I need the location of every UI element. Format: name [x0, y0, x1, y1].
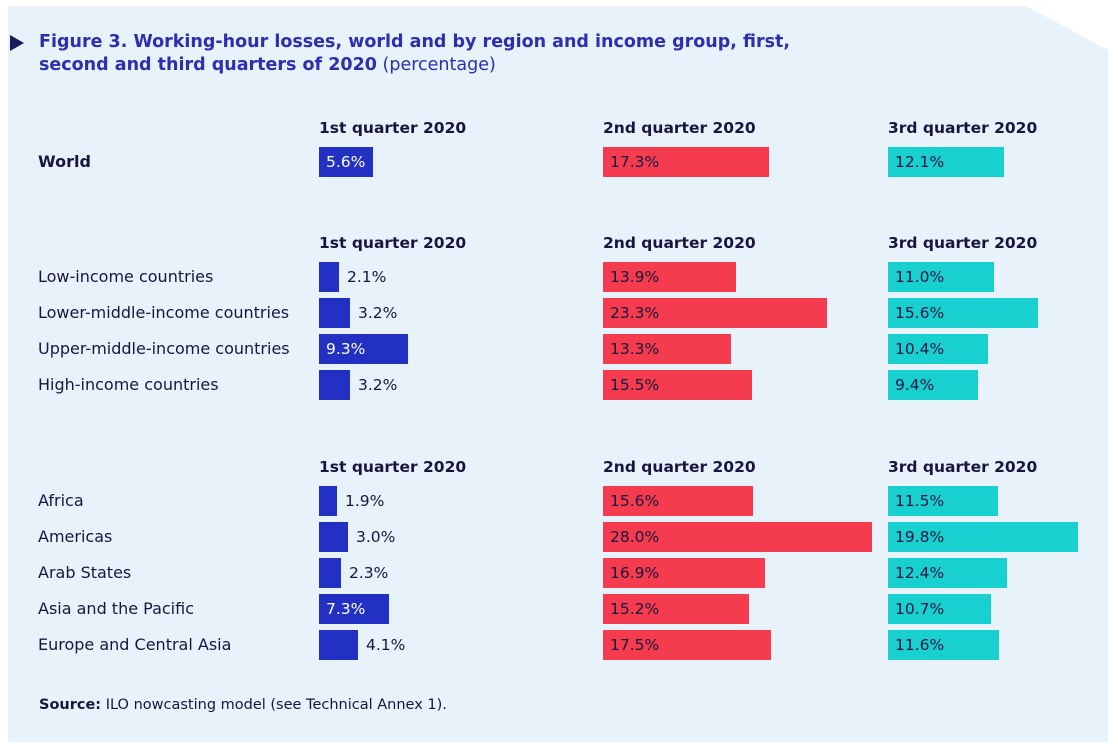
row-label: Asia and the Pacific: [38, 599, 194, 618]
value-label-q2: 17.5%: [610, 636, 660, 654]
row-label: Arab States: [38, 563, 132, 582]
figure-title-unit: (percentage): [382, 55, 496, 75]
value-label-q1: 3.0%: [356, 528, 396, 546]
figure-title-part-1: Figure 3. Working-hour losses, world and…: [39, 32, 791, 52]
bar-q3: [888, 334, 988, 364]
bar-q2: [603, 262, 736, 292]
value-label-q2: 16.9%: [610, 564, 660, 582]
row-label: Lower-middle-income countries: [38, 303, 290, 322]
value-label-q2: 15.2%: [610, 600, 660, 618]
series-header-2: 2nd quarter 2020: [603, 458, 756, 476]
value-label-q3: 12.1%: [895, 153, 945, 171]
row-label: Low-income countries: [38, 267, 214, 286]
row-label: Africa: [38, 491, 84, 510]
series-header-3: 3rd quarter 2020: [888, 458, 1038, 476]
value-label-q1: 3.2%: [358, 376, 398, 394]
series-header-3: 3rd quarter 2020: [888, 234, 1038, 252]
bar-q1: [319, 370, 350, 400]
value-label-q1: 2.1%: [347, 268, 387, 286]
figure-title-line-1: Figure 3. Working-hour losses, world and…: [39, 31, 790, 53]
value-label-q1: 9.3%: [326, 340, 366, 358]
bar-q2: [603, 558, 765, 588]
value-label-q3: 11.6%: [895, 636, 945, 654]
series-header-1: 1st quarter 2020: [319, 234, 467, 252]
bar-q2: [603, 298, 827, 328]
series-header-2: 2nd quarter 2020: [603, 234, 756, 252]
value-label-q3: 11.5%: [895, 492, 945, 510]
bar-q1: [319, 334, 408, 364]
row-label: Americas: [38, 527, 113, 546]
bar-q2: [603, 522, 872, 552]
value-label-q1: 3.2%: [358, 304, 398, 322]
bar-q1: [319, 298, 350, 328]
bar-q2: [603, 630, 771, 660]
value-label-q2: 15.6%: [610, 492, 660, 510]
source-label: Source:: [39, 697, 102, 713]
bar-q1: [319, 594, 389, 624]
row-label: World: [38, 152, 91, 171]
series-header-1: 1st quarter 2020: [319, 458, 467, 476]
value-label-q2: 15.5%: [610, 376, 660, 394]
bar-q3: [888, 630, 999, 660]
series-header-1: 1st quarter 2020: [319, 119, 467, 137]
source-note: Source: ILO nowcasting model (see Techni…: [39, 697, 447, 713]
bar-q2: [603, 370, 752, 400]
value-label-q2: 28.0%: [610, 528, 660, 546]
bar-q2: [603, 334, 731, 364]
figure-title-part-2: second and third quarters of 2020: [39, 55, 377, 75]
bar-q3: [888, 370, 978, 400]
value-label-q1: 5.6%: [326, 153, 366, 171]
value-label-q3: 19.8%: [895, 528, 945, 546]
bar-q1: [319, 486, 337, 516]
value-label-q2: 13.9%: [610, 268, 660, 286]
bar-q2: [603, 147, 769, 177]
series-header-3: 3rd quarter 2020: [888, 119, 1038, 137]
bar-q1: [319, 630, 358, 660]
bar-q3: [888, 486, 998, 516]
bar-q3: [888, 298, 1038, 328]
value-label-q3: 10.4%: [895, 340, 945, 358]
figure-title-line-2: second and third quarters of 2020 (perce…: [39, 54, 496, 76]
source-text: ILO nowcasting model (see Technical Anne…: [105, 697, 447, 713]
row-label: Europe and Central Asia: [38, 635, 232, 654]
value-label-q3: 9.4%: [895, 376, 935, 394]
bar-q1: [319, 558, 341, 588]
bar-q3: [888, 594, 991, 624]
value-label-q3: 11.0%: [895, 268, 945, 286]
value-label-q2: 23.3%: [610, 304, 660, 322]
row-label: Upper-middle-income countries: [38, 339, 290, 358]
row-label: High-income countries: [38, 375, 219, 394]
bar-q2: [603, 594, 749, 624]
value-label-q3: 10.7%: [895, 600, 945, 618]
value-label-q2: 17.3%: [610, 153, 660, 171]
bar-q3: [888, 558, 1007, 588]
value-label-q1: 2.3%: [349, 564, 389, 582]
bar-q1: [319, 262, 339, 292]
value-label-q1: 1.9%: [345, 492, 385, 510]
bar-q3: [888, 522, 1078, 552]
value-label-q1: 4.1%: [366, 636, 406, 654]
value-label-q2: 13.3%: [610, 340, 660, 358]
series-header-2: 2nd quarter 2020: [603, 119, 756, 137]
value-label-q1: 7.3%: [326, 600, 366, 618]
bar-q2: [603, 486, 753, 516]
bar-q3: [888, 262, 994, 292]
bar-q1: [319, 522, 348, 552]
triangle-marker-icon: [10, 35, 24, 51]
value-label-q3: 15.6%: [895, 304, 945, 322]
bar-q1: [319, 147, 373, 177]
value-label-q3: 12.4%: [895, 564, 945, 582]
bar-q3: [888, 147, 1004, 177]
